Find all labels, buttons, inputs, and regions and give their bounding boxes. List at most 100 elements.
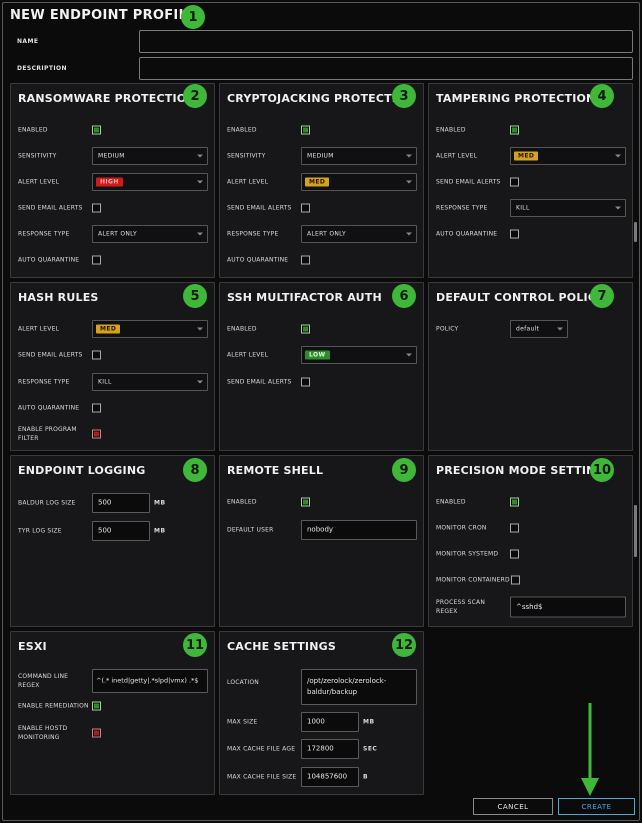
crypto-email-checkbox[interactable] [301, 203, 310, 213]
ransomware-quarantine-checkbox[interactable] [92, 255, 101, 265]
tamper-quarantine-row: AUTO QUARANTINE [436, 224, 626, 244]
default-control-policy-panel: DEFAULT CONTROL POLICY POLICY default [428, 282, 633, 451]
tampering-panel: TAMPERING PROTECTION ENABLED ALERT LEVEL… [428, 83, 633, 278]
tampering-title: TAMPERING PROTECTION [436, 92, 596, 105]
tamper-quarantine-checkbox[interactable] [510, 229, 519, 239]
step-badge-6: 6 [392, 284, 416, 308]
send-email-label: SEND EMAIL ALERTS [18, 351, 83, 359]
enabled-label: ENABLED [227, 325, 257, 333]
max-size-value: 1000 [307, 717, 325, 726]
hostd-row: ENABLE HOSTD MONITORING [18, 723, 208, 743]
ransomware-sensitivity-select[interactable]: MEDIUM [92, 147, 208, 165]
step-badge-2: 2 [183, 84, 207, 108]
ransomware-response-select[interactable]: ALERT ONLY [92, 225, 208, 243]
endpoint-logging-panel: ENDPOINT LOGGING BALDUR LOG SIZE 500 MB … [10, 455, 215, 627]
tamper-email-row: SEND EMAIL ALERTS [436, 172, 626, 192]
max-age-input[interactable]: 172800 [301, 739, 359, 759]
tamper-response-select[interactable]: KILL [510, 199, 626, 217]
crypto-alert-select[interactable]: MED [301, 173, 417, 191]
regex-row: PROCESS SCAN REGEX ^sshd$ [436, 596, 626, 618]
program-filter-label: ENABLE PROGRAM FILTER [18, 426, 77, 442]
tamper-enabled-checkbox[interactable] [510, 125, 519, 135]
hash-response-select[interactable]: KILL [92, 373, 208, 391]
policy-select[interactable]: default [510, 320, 568, 338]
alert-med-tag: MED [96, 324, 121, 334]
ransomware-email-checkbox[interactable] [92, 203, 101, 213]
alert-level-label: ALERT LEVEL [436, 152, 478, 160]
shell-enabled-checkbox[interactable] [301, 497, 310, 507]
ssh-email-checkbox[interactable] [301, 377, 310, 387]
location-value: /opt/zerolock/zerolock-baldur/backup [307, 677, 387, 696]
send-email-label: SEND EMAIL ALERTS [227, 204, 292, 212]
step-badge-3: 3 [392, 84, 416, 108]
ransomware-title: RANSOMWARE PROTECTION [18, 92, 196, 105]
baldur-log-input[interactable]: 500 [92, 493, 150, 513]
ransomware-enabled-checkbox[interactable] [92, 125, 101, 135]
enabled-label: ENABLED [18, 126, 48, 134]
step-badge-7: 7 [590, 284, 614, 308]
location-input[interactable]: /opt/zerolock/zerolock-baldur/backup [301, 669, 417, 705]
precision-enabled-checkbox[interactable] [510, 497, 519, 507]
cmd-regex-input[interactable]: ^(.* inetd|getty|.*slpd|vmx) .*$ [92, 669, 208, 693]
scrollbar-thumb-lower[interactable] [634, 505, 637, 557]
monitor-cron-label: MONITOR CRON [436, 524, 487, 532]
ransomware-quarantine-row: AUTO QUARANTINE [18, 250, 208, 270]
monitor-cron-checkbox[interactable] [510, 523, 519, 533]
max-size-input[interactable]: 1000 [301, 712, 359, 732]
monitor-systemd-checkbox[interactable] [510, 549, 519, 559]
remediation-checkbox[interactable] [92, 701, 101, 711]
crypto-response-select[interactable]: ALERT ONLY [301, 225, 417, 243]
name-input[interactable] [139, 30, 633, 53]
step-badge-4: 4 [590, 84, 614, 108]
precision-mode-title: PRECISION MODE SETTINGS [436, 464, 613, 477]
scrollbar-thumb-upper[interactable] [634, 222, 637, 242]
sensitivity-label: SENSITIVITY [227, 152, 266, 160]
response-type-label: RESPONSE TYPE [18, 230, 70, 238]
crypto-sensitivity-select[interactable]: MEDIUM [301, 147, 417, 165]
hash-alert-select[interactable]: MED [92, 320, 208, 338]
ransomware-alert-select[interactable]: HIGH [92, 173, 208, 191]
hash-filter-row: ENABLE PROGRAM FILTER [18, 424, 208, 444]
ransomware-panel: RANSOMWARE PROTECTION ENABLED SENSITIVIT… [10, 83, 215, 278]
process-regex-input[interactable]: ^sshd$ [510, 596, 626, 618]
baldur-log-label: BALDUR LOG SIZE [18, 499, 76, 507]
description-input[interactable] [139, 57, 633, 80]
step-badge-12: 12 [392, 633, 416, 657]
monitor-containerd-checkbox[interactable] [511, 575, 520, 585]
response-type-label: RESPONSE TYPE [436, 204, 488, 212]
hash-quarantine-checkbox[interactable] [92, 403, 101, 413]
step-badge-11: 11 [183, 633, 207, 657]
ssh-enabled-checkbox[interactable] [301, 324, 310, 334]
tyr-log-input[interactable]: 500 [92, 521, 150, 541]
tamper-alert-select[interactable]: MED [510, 147, 626, 165]
max-age-row: MAX CACHE FILE AGE 172800 SEC [227, 739, 417, 759]
location-label: LOCATION [227, 679, 259, 686]
response-value: KILL [516, 204, 530, 212]
crypto-enabled-row: ENABLED [227, 120, 417, 140]
cancel-button[interactable]: CANCEL [473, 798, 553, 815]
default-user-input[interactable]: nobody [301, 520, 417, 540]
max-filesize-row: MAX CACHE FILE SIZE 104857600 B [227, 767, 417, 787]
ssh-alert-select[interactable]: LOW [301, 346, 417, 364]
crypto-quarantine-checkbox[interactable] [301, 255, 310, 265]
baldur-log-row: BALDUR LOG SIZE 500 MB [18, 493, 208, 513]
chevron-down-icon [197, 232, 203, 236]
hostd-checkbox[interactable] [92, 728, 101, 738]
chevron-down-icon [557, 327, 563, 331]
crypto-enabled-checkbox[interactable] [301, 125, 310, 135]
max-filesize-input[interactable]: 104857600 [301, 767, 359, 787]
create-button[interactable]: CREATE [558, 798, 635, 815]
hash-quarantine-row: AUTO QUARANTINE [18, 398, 208, 418]
remote-shell-title: REMOTE SHELL [227, 464, 324, 477]
hash-filter-checkbox[interactable] [92, 429, 101, 439]
precision-enabled-row: ENABLED [436, 492, 626, 512]
default-user-row: DEFAULT USER nobody [227, 520, 417, 540]
tamper-email-checkbox[interactable] [510, 177, 519, 187]
response-value: KILL [98, 378, 112, 386]
chevron-down-icon [406, 180, 412, 184]
cmd-regex-value: ^(.* inetd|getty|.*slpd|vmx) .*$ [96, 676, 199, 685]
name-label: NAME [17, 38, 39, 45]
esxi-title: ESXI [18, 640, 47, 653]
hash-email-checkbox[interactable] [92, 350, 101, 360]
policy-row: POLICY default [436, 319, 626, 339]
